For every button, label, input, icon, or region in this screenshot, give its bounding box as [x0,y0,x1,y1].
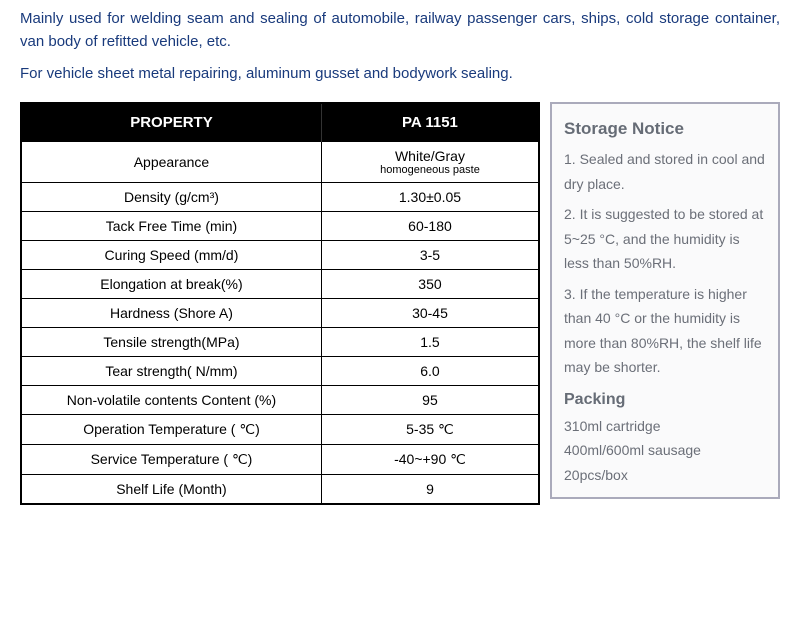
table-row: Operation Temperature ( ℃)5-35 ℃ [21,414,539,444]
packing-title: Packing [564,386,766,414]
table-row: Elongation at break(%)350 [21,269,539,298]
value-cell: 9 [321,474,539,504]
table-row: Hardness (Shore A)30-45 [21,298,539,327]
property-cell: Hardness (Shore A) [21,298,321,327]
packing-item-3: 20pcs/box [564,463,766,488]
table-row: Non-volatile contents Content (%)95 [21,385,539,414]
header-value: PA 1151 [321,103,539,142]
table-row: Service Temperature ( ℃)-40~+90 ℃ [21,444,539,474]
table-row: Curing Speed (mm/d)3-5 [21,240,539,269]
table-row: AppearanceWhite/Grayhomogeneous paste [21,141,539,182]
value-cell: 6.0 [321,356,539,385]
header-property: PROPERTY [21,103,321,142]
value-cell: 95 [321,385,539,414]
property-cell: Non-volatile contents Content (%) [21,385,321,414]
intro-paragraph-1: Mainly used for welding seam and sealing… [20,8,780,53]
packing-item-2: 400ml/600ml sausage [564,438,766,463]
value-cell: 1.5 [321,327,539,356]
property-cell: Operation Temperature ( ℃) [21,414,321,444]
property-cell: Density (g/cm³) [21,182,321,211]
property-cell: Shelf Life (Month) [21,474,321,504]
intro-paragraph-2: For vehicle sheet metal repairing, alumi… [20,63,780,86]
table-row: Tensile strength(MPa)1.5 [21,327,539,356]
value-cell: 60-180 [321,211,539,240]
storage-item-1: 1. Sealed and stored in cool and dry pla… [564,147,766,196]
table-row: Tear strength( N/mm)6.0 [21,356,539,385]
storage-title: Storage Notice [564,114,766,144]
value-cell: 350 [321,269,539,298]
storage-item-2: 2. It is suggested to be stored at 5~25 … [564,202,766,276]
content-row: PROPERTY PA 1151 AppearanceWhite/Grayhom… [20,102,780,505]
table-row: Tack Free Time (min)60-180 [21,211,539,240]
value-cell: 1.30±0.05 [321,182,539,211]
storage-item-3: 3. If the temperature is higher than 40 … [564,282,766,380]
packing-item-1: 310ml cartridge [564,414,766,439]
property-table: PROPERTY PA 1151 AppearanceWhite/Grayhom… [20,102,540,505]
value-cell: 30-45 [321,298,539,327]
value-cell: White/Grayhomogeneous paste [321,141,539,182]
property-cell: Tack Free Time (min) [21,211,321,240]
property-table-wrap: PROPERTY PA 1151 AppearanceWhite/Grayhom… [20,102,540,505]
property-cell: Tear strength( N/mm) [21,356,321,385]
side-panel: Storage Notice 1. Sealed and stored in c… [550,102,780,500]
table-row: Density (g/cm³)1.30±0.05 [21,182,539,211]
value-cell: 5-35 ℃ [321,414,539,444]
property-cell: Tensile strength(MPa) [21,327,321,356]
value-subtext: homogeneous paste [330,164,530,176]
property-cell: Appearance [21,141,321,182]
table-header-row: PROPERTY PA 1151 [21,103,539,142]
value-cell: -40~+90 ℃ [321,444,539,474]
property-cell: Elongation at break(%) [21,269,321,298]
value-cell: 3-5 [321,240,539,269]
property-cell: Curing Speed (mm/d) [21,240,321,269]
property-cell: Service Temperature ( ℃) [21,444,321,474]
table-row: Shelf Life (Month)9 [21,474,539,504]
